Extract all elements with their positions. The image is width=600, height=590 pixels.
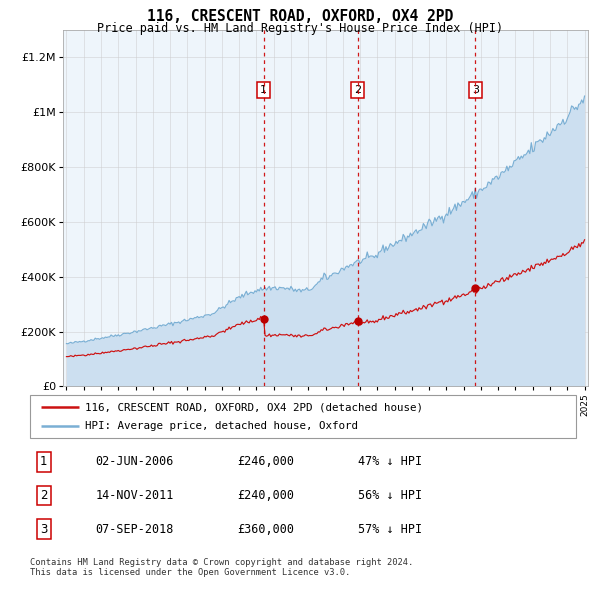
Text: 2: 2 xyxy=(40,489,47,502)
Text: 116, CRESCENT ROAD, OXFORD, OX4 2PD (detached house): 116, CRESCENT ROAD, OXFORD, OX4 2PD (det… xyxy=(85,402,422,412)
Text: £240,000: £240,000 xyxy=(238,489,295,502)
Text: 56% ↓ HPI: 56% ↓ HPI xyxy=(358,489,422,502)
Text: 3: 3 xyxy=(472,85,479,95)
Text: 1: 1 xyxy=(260,85,267,95)
Text: 02-JUN-2006: 02-JUN-2006 xyxy=(95,455,174,468)
Text: £246,000: £246,000 xyxy=(238,455,295,468)
Text: Contains HM Land Registry data © Crown copyright and database right 2024.
This d: Contains HM Land Registry data © Crown c… xyxy=(30,558,413,577)
Text: £360,000: £360,000 xyxy=(238,523,295,536)
Text: 47% ↓ HPI: 47% ↓ HPI xyxy=(358,455,422,468)
Text: Price paid vs. HM Land Registry's House Price Index (HPI): Price paid vs. HM Land Registry's House … xyxy=(97,22,503,35)
Text: 57% ↓ HPI: 57% ↓ HPI xyxy=(358,523,422,536)
FancyBboxPatch shape xyxy=(30,395,576,438)
Text: 14-NOV-2011: 14-NOV-2011 xyxy=(95,489,174,502)
Text: 2: 2 xyxy=(354,85,361,95)
Text: 116, CRESCENT ROAD, OXFORD, OX4 2PD: 116, CRESCENT ROAD, OXFORD, OX4 2PD xyxy=(147,9,453,24)
Text: HPI: Average price, detached house, Oxford: HPI: Average price, detached house, Oxfo… xyxy=(85,421,358,431)
Text: 07-SEP-2018: 07-SEP-2018 xyxy=(95,523,174,536)
Text: 3: 3 xyxy=(40,523,47,536)
Text: 1: 1 xyxy=(40,455,47,468)
